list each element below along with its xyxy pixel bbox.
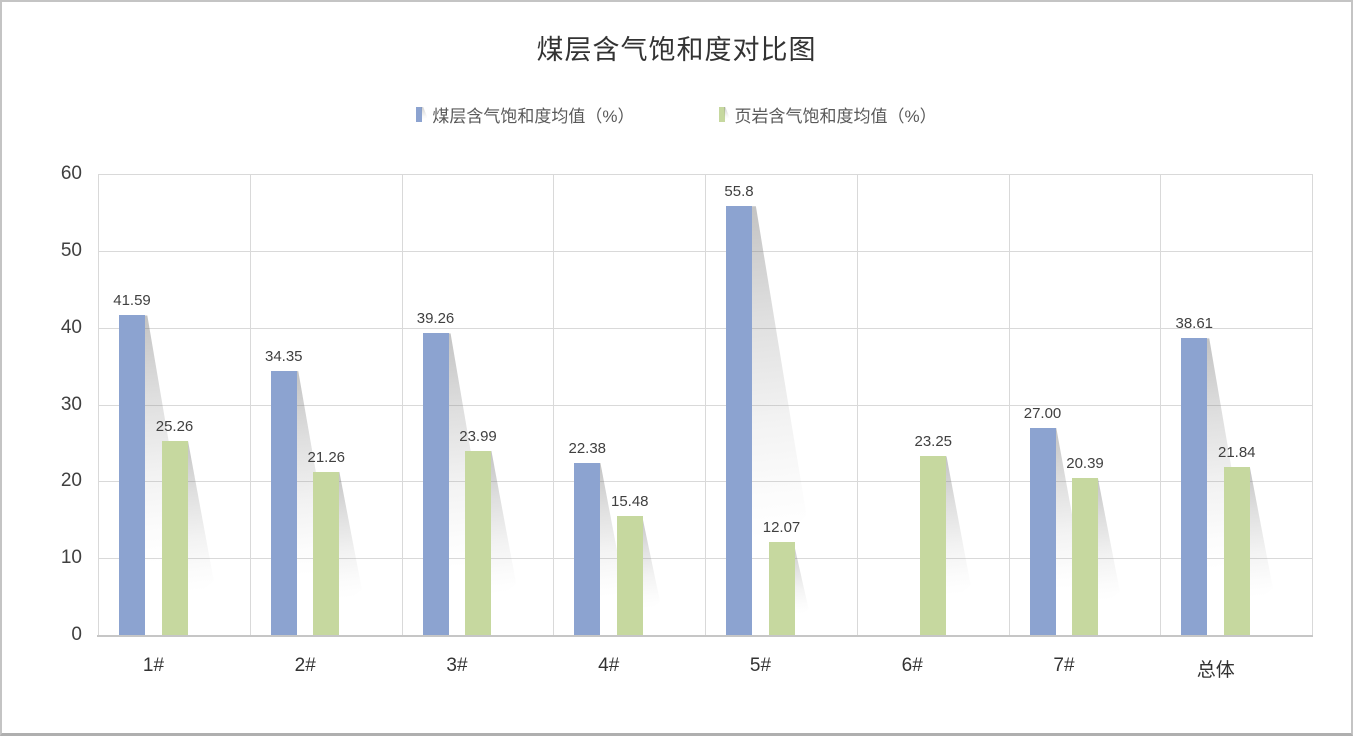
y-axis-tick-label: 10 bbox=[60, 547, 82, 569]
v-gridline bbox=[705, 174, 706, 635]
v-gridline bbox=[401, 174, 403, 635]
marker-shadow bbox=[421, 107, 428, 119]
bar-value-label: 25.26 bbox=[155, 417, 194, 435]
legend-label-shale: 页岩含气饱和度均值（%） bbox=[734, 107, 937, 126]
bar-shale-5#[interactable] bbox=[768, 542, 795, 635]
bar-shale-1#[interactable] bbox=[161, 440, 188, 635]
v-gridline bbox=[1160, 174, 1162, 635]
bar-shale-总体[interactable] bbox=[1223, 467, 1250, 635]
legend-label-coal: 煤层含气饱和度均值（%） bbox=[432, 107, 635, 126]
y-axis-tick-label: 50 bbox=[60, 239, 82, 261]
x-axis-category-label: 7# bbox=[1053, 655, 1075, 676]
bar-value-label: 55.8 bbox=[724, 183, 754, 201]
coal-series-marker-icon bbox=[416, 107, 428, 122]
v-gridline bbox=[98, 174, 99, 635]
bar-value-label: 39.26 bbox=[416, 310, 455, 328]
bar-coal-2#[interactable] bbox=[270, 371, 297, 635]
v-gridline bbox=[553, 174, 555, 635]
x-axis-category-label: 总体 bbox=[1196, 660, 1235, 681]
y-axis-tick-label: 40 bbox=[60, 316, 82, 338]
bar-shale-6#[interactable] bbox=[920, 456, 947, 635]
bar-value-label: 23.25 bbox=[914, 433, 953, 451]
bar-perspective-shadow bbox=[639, 516, 661, 612]
bar-perspective-shadow bbox=[749, 206, 807, 550]
bar-perspective-shadow bbox=[184, 440, 214, 597]
x-axis-category-label: 2# bbox=[294, 655, 316, 676]
y-axis-tick-label: 20 bbox=[60, 470, 82, 492]
x-axis-category-label: 1# bbox=[142, 655, 165, 676]
marker-shadow bbox=[723, 107, 730, 119]
v-gridline bbox=[1008, 174, 1010, 635]
bar-value-label: 12.07 bbox=[762, 519, 801, 537]
legend-item-coal[interactable]: 煤层含气饱和度均值（%） bbox=[416, 102, 635, 127]
bar-value-label: 23.99 bbox=[459, 427, 497, 445]
chart-title: 煤层含气饱和度对比图 bbox=[536, 35, 817, 65]
bar-value-label: 38.61 bbox=[1175, 315, 1214, 333]
bar-perspective-shadow bbox=[336, 471, 362, 603]
bar-coal-5#[interactable] bbox=[726, 206, 752, 635]
bar-coal-1#[interactable] bbox=[119, 315, 145, 635]
bar-coal-7#[interactable] bbox=[1029, 427, 1056, 635]
legend: 煤层含气饱和度均值（%） 页岩含气饱和度均值（%） bbox=[2, 102, 1351, 127]
bar-value-label: 21.84 bbox=[1217, 444, 1256, 462]
x-axis-category-label: 6# bbox=[901, 655, 923, 676]
bar-value-label: 27.00 bbox=[1023, 404, 1062, 422]
bar-coal-3#[interactable] bbox=[422, 333, 449, 635]
bar-shale-7#[interactable] bbox=[1072, 478, 1098, 635]
x-axis-category-label: 3# bbox=[446, 655, 468, 676]
bar-value-label: 34.35 bbox=[264, 348, 303, 366]
bar-value-label: 21.26 bbox=[307, 448, 346, 466]
v-gridline bbox=[249, 174, 251, 635]
bar-perspective-shadow bbox=[488, 450, 517, 599]
x-axis-category-label: 4# bbox=[598, 655, 620, 676]
bar-value-label: 20.39 bbox=[1066, 455, 1104, 473]
bar-coal-4#[interactable] bbox=[574, 463, 601, 635]
x-axis-category-label: 5# bbox=[749, 655, 772, 676]
y-axis-tick-label: 60 bbox=[60, 163, 82, 184]
bar-shale-3#[interactable] bbox=[465, 450, 491, 635]
bar-value-label: 15.48 bbox=[610, 493, 649, 511]
bar-perspective-shadow bbox=[943, 456, 971, 600]
bar-shale-4#[interactable] bbox=[616, 516, 643, 635]
x-axis-line bbox=[97, 635, 1313, 637]
v-gridline bbox=[856, 174, 858, 635]
bar-shale-2#[interactable] bbox=[313, 471, 340, 635]
shale-series-marker-icon bbox=[718, 107, 730, 122]
bar-perspective-shadow bbox=[1246, 467, 1273, 602]
bar-value-label: 22.38 bbox=[568, 440, 607, 458]
y-axis-tick-label: 0 bbox=[71, 624, 82, 645]
bar-perspective-shadow bbox=[1095, 478, 1120, 604]
bar-value-label: 41.59 bbox=[113, 292, 151, 310]
v-gridline bbox=[1312, 174, 1313, 635]
plot-area: 0 10 20 30 40 50 60 41.59 34.35 39.26 22.38 55.8 27.… bbox=[61, 163, 1313, 681]
y-axis-tick-label: 30 bbox=[60, 393, 82, 415]
bar-coal-总体[interactable] bbox=[1181, 338, 1208, 635]
legend-item-shale[interactable]: 页岩含气饱和度均值（%） bbox=[718, 102, 937, 127]
